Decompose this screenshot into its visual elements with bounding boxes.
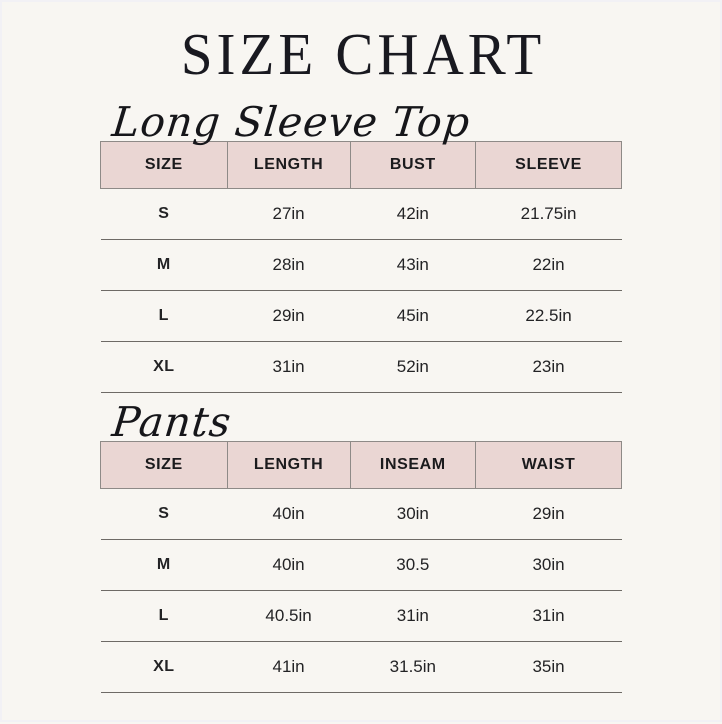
table-cell: 31in (350, 590, 476, 642)
table-cell-size: XL (100, 641, 228, 693)
page-title: SIZE CHART (180, 22, 546, 88)
table-cell-size: M (100, 539, 228, 591)
table-cell: 40in (227, 488, 351, 540)
table-cell: 41in (227, 641, 351, 693)
column-header-bust: BUST (349, 140, 477, 189)
table-row: S 40in 30in 29in (100, 488, 622, 540)
table-row: M 28in 43in 22in (100, 239, 622, 291)
table-cell: 52in (350, 341, 476, 393)
table-row: S 27in 42in 21.75in (100, 188, 622, 240)
column-header-size: SIZE (100, 140, 228, 189)
table-cell: 31in (475, 590, 622, 642)
long-sleeve-top-size-table: SIZE LENGTH BUST SLEEVE S 27in 42in 21.7… (100, 140, 622, 393)
table-cell: 29in (475, 488, 622, 540)
table-header-row: SIZE LENGTH BUST SLEEVE (100, 140, 622, 189)
table-cell-size: M (100, 239, 228, 291)
column-header-length: LENGTH (226, 440, 351, 489)
section-heading-long-sleeve-top: Long Sleeve Top (109, 97, 473, 146)
table-row: M 40in 30.5 30in (100, 539, 622, 591)
table-cell-size: L (100, 590, 228, 642)
table-cell: 22.5in (475, 290, 622, 342)
table-cell: 30in (350, 488, 476, 540)
table-cell: 35in (475, 641, 622, 693)
table-row: L 40.5in 31in 31in (100, 590, 622, 642)
table-cell-size: S (100, 188, 228, 240)
table-cell: 45in (350, 290, 476, 342)
table-row: L 29in 45in 22.5in (100, 290, 622, 342)
column-header-size: SIZE (100, 440, 228, 489)
section-long-sleeve-top: Long Sleeve Top SIZE LENGTH BUST SLEEVE … (2, 97, 722, 393)
table-cell: 30in (475, 539, 622, 591)
table-cell: 40in (227, 539, 351, 591)
table-cell: 27in (227, 188, 351, 240)
column-header-sleeve: SLEEVE (475, 140, 622, 189)
section-pants: Pants SIZE LENGTH INSEAM WAIST S 40in 30… (2, 397, 722, 693)
pants-size-table: SIZE LENGTH INSEAM WAIST S 40in 30in 29i… (100, 440, 622, 693)
table-cell: 30.5 (350, 539, 476, 591)
table-cell-size: S (100, 488, 228, 540)
table-cell: 28in (227, 239, 351, 291)
table-cell: 31.5in (350, 641, 476, 693)
table-cell: 31in (227, 341, 351, 393)
table-cell: 21.75in (475, 188, 622, 240)
column-header-inseam: INSEAM (349, 440, 477, 489)
table-cell: 43in (350, 239, 476, 291)
table-cell: 29in (227, 290, 351, 342)
table-cell: 40.5in (227, 590, 351, 642)
table-cell: 42in (350, 188, 476, 240)
table-header-row: SIZE LENGTH INSEAM WAIST (100, 440, 622, 489)
column-header-length: LENGTH (226, 140, 351, 189)
table-cell-size: L (100, 290, 228, 342)
table-cell: 22in (475, 239, 622, 291)
column-header-waist: WAIST (475, 440, 622, 489)
table-row: XL 31in 52in 23in (100, 341, 622, 393)
table-row: XL 41in 31.5in 35in (100, 641, 622, 693)
section-heading-pants: Pants (109, 397, 234, 446)
table-cell-size: XL (100, 341, 228, 393)
table-cell: 23in (475, 341, 622, 393)
